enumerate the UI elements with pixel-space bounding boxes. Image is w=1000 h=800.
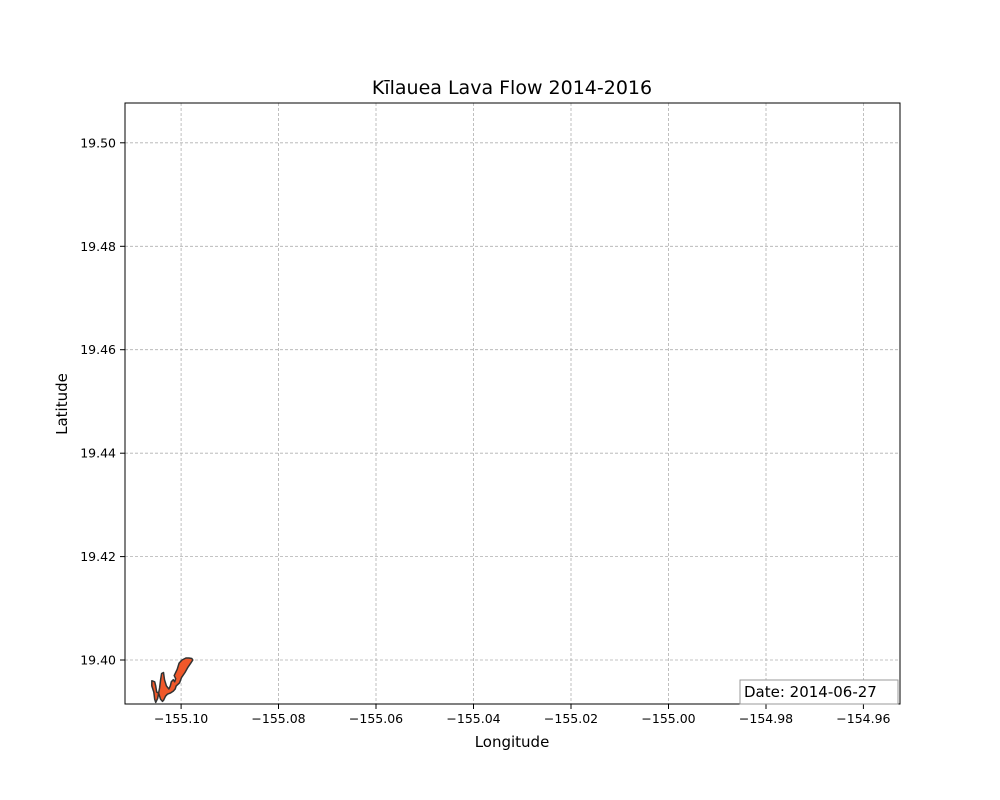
date-annotation: Date: 2014-06-27 — [744, 683, 877, 701]
date-annotation-box: Date: 2014-06-27 — [739, 679, 899, 705]
grid-lines — [125, 103, 900, 704]
x-axis-ticks: −155.10 −155.08 −155.06 −155.04 −155.02 −155.… — [154, 704, 891, 726]
y-axis-ticks: 19.40 19.42 19.44 19.46 19.48 19.50 — [80, 135, 125, 668]
x-tick-label: −154.98 — [739, 711, 793, 726]
x-tick-label: −155.08 — [251, 711, 305, 726]
y-tick-label: 19.48 — [80, 239, 116, 254]
y-tick-label: 19.44 — [80, 446, 116, 461]
x-tick-label: −154.96 — [836, 711, 890, 726]
lava-flow-polygon — [151, 657, 194, 704]
y-tick-label: 19.46 — [80, 342, 116, 357]
y-tick-label: 19.50 — [80, 135, 116, 150]
x-tick-label: −155.04 — [446, 711, 500, 726]
chart-title: Kīlauea Lava Flow 2014-2016 — [372, 77, 652, 99]
lava-flow-layer — [151, 657, 194, 704]
x-tick-label: −155.00 — [641, 711, 695, 726]
y-axis-label: Latitude — [53, 373, 71, 435]
plot-area-frame — [124, 102, 901, 705]
date-annotation-frame — [739, 679, 899, 705]
x-tick-label: −155.02 — [544, 711, 598, 726]
x-axis-label: Longitude — [475, 733, 550, 751]
x-tick-label: −155.10 — [154, 711, 208, 726]
x-tick-label: −155.06 — [349, 711, 403, 726]
y-tick-label: 19.40 — [80, 653, 116, 668]
y-tick-label: 19.42 — [80, 549, 116, 564]
